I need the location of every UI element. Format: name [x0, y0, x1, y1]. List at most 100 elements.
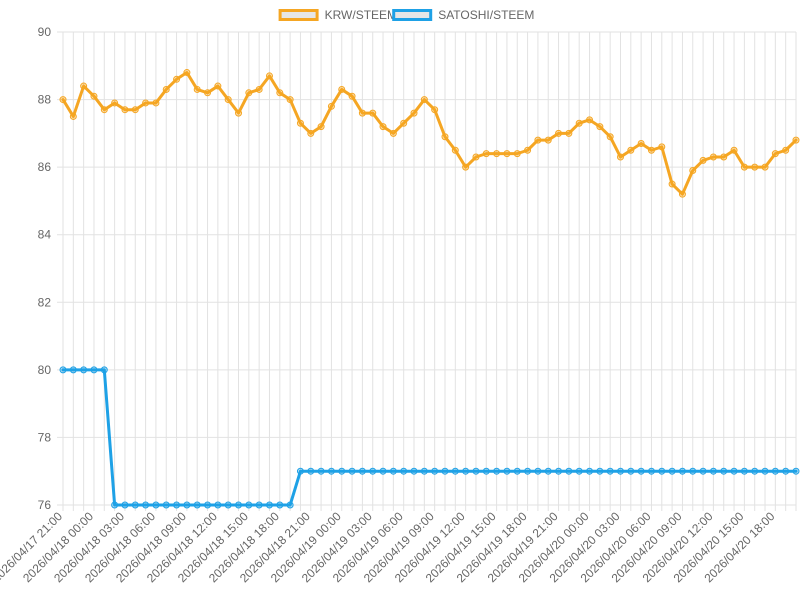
data-point-satoshi-steem: [493, 467, 501, 475]
data-point-satoshi-steem: [740, 467, 748, 475]
data-point-krw-steem: [503, 150, 511, 158]
y-tick-label: 80: [38, 363, 52, 377]
y-axis: 76 78 80 82 84 86 88 90: [38, 25, 52, 512]
data-point-satoshi-steem: [524, 467, 532, 475]
data-point-krw-steem: [720, 153, 728, 161]
data-point-satoshi-steem: [286, 501, 294, 509]
data-point-satoshi-steem: [90, 366, 98, 374]
data-point-satoshi-steem: [431, 467, 439, 475]
data-point-krw-steem: [627, 146, 635, 154]
data-point-satoshi-steem: [606, 467, 614, 475]
data-point-krw-steem: [389, 129, 397, 137]
data-point-krw-steem: [616, 153, 624, 161]
data-point-satoshi-steem: [224, 501, 232, 509]
data-point-krw-steem: [431, 106, 439, 114]
data-point-satoshi-steem: [307, 467, 315, 475]
data-point-satoshi-steem: [616, 467, 624, 475]
data-point-satoshi-steem: [338, 467, 346, 475]
data-point-krw-steem: [596, 123, 604, 131]
data-point-krw-steem: [709, 153, 717, 161]
data-point-krw-steem: [730, 146, 738, 154]
data-point-krw-steem: [348, 92, 356, 100]
data-point-krw-steem: [565, 129, 573, 137]
data-point-satoshi-steem: [235, 501, 243, 509]
data-point-satoshi-steem: [658, 467, 666, 475]
y-tick-label: 76: [38, 498, 52, 512]
data-point-krw-steem: [59, 96, 67, 104]
data-point-krw-steem: [792, 136, 800, 144]
data-point-satoshi-steem: [565, 467, 573, 475]
data-point-krw-steem: [317, 123, 325, 131]
data-point-krw-steem: [451, 146, 459, 154]
data-point-krw-steem: [286, 96, 294, 104]
data-point-krw-steem: [524, 146, 532, 154]
data-point-satoshi-steem: [586, 467, 594, 475]
data-point-satoshi-steem: [555, 467, 563, 475]
data-point-satoshi-steem: [771, 467, 779, 475]
data-point-krw-steem: [204, 89, 212, 97]
series-line-satoshi-steem: [61, 368, 798, 507]
data-point-krw-steem: [441, 133, 449, 141]
chart-legend: KRW/STEEM SATOSHI/STEEM: [278, 8, 534, 22]
data-point-satoshi-steem: [534, 467, 542, 475]
data-point-krw-steem: [338, 85, 346, 93]
data-point-satoshi-steem: [678, 467, 686, 475]
data-point-krw-steem: [606, 133, 614, 141]
legend-label: KRW/STEEM: [325, 8, 397, 22]
data-point-satoshi-steem: [183, 501, 191, 509]
data-point-satoshi-steem: [462, 467, 470, 475]
data-point-satoshi-steem: [761, 467, 769, 475]
data-point-satoshi-steem: [709, 467, 717, 475]
data-point-krw-steem: [482, 150, 490, 158]
legend-item-krw-steem: KRW/STEEM: [278, 8, 397, 22]
data-point-satoshi-steem: [173, 501, 181, 509]
data-point-satoshi-steem: [245, 501, 253, 509]
data-point-satoshi-steem: [100, 366, 108, 374]
data-point-krw-steem: [678, 190, 686, 198]
data-point-krw-steem: [214, 82, 222, 90]
data-point-krw-steem: [224, 96, 232, 104]
data-point-satoshi-steem: [358, 467, 366, 475]
data-point-satoshi-steem: [131, 501, 139, 509]
data-point-satoshi-steem: [389, 467, 397, 475]
data-point-satoshi-steem: [214, 501, 222, 509]
data-point-krw-steem: [689, 167, 697, 175]
data-point-satoshi-steem: [544, 467, 552, 475]
data-point-satoshi-steem: [689, 467, 697, 475]
data-point-satoshi-steem: [327, 467, 335, 475]
data-point-krw-steem: [162, 85, 170, 93]
data-point-krw-steem: [152, 99, 160, 107]
data-point-krw-steem: [771, 150, 779, 158]
data-point-krw-steem: [575, 119, 583, 127]
data-point-satoshi-steem: [255, 501, 263, 509]
data-point-satoshi-steem: [369, 467, 377, 475]
data-point-satoshi-steem: [121, 501, 129, 509]
data-point-krw-steem: [235, 109, 243, 117]
data-point-satoshi-steem: [276, 501, 284, 509]
data-point-satoshi-steem: [111, 501, 119, 509]
data-point-krw-steem: [193, 85, 201, 93]
y-tick-label: 88: [38, 93, 52, 107]
data-point-krw-steem: [327, 102, 335, 110]
data-point-krw-steem: [131, 106, 139, 114]
y-tick-label: 82: [38, 295, 52, 309]
data-point-satoshi-steem: [420, 467, 428, 475]
data-point-krw-steem: [751, 163, 759, 171]
data-point-krw-steem: [472, 153, 480, 161]
data-point-krw-steem: [462, 163, 470, 171]
data-point-krw-steem: [80, 82, 88, 90]
data-point-krw-steem: [111, 99, 119, 107]
data-point-krw-steem: [647, 146, 655, 154]
data-point-krw-steem: [255, 85, 263, 93]
legend-item-satoshi-steem: SATOSHI/STEEM: [392, 8, 534, 22]
series-satoshi-steem: [59, 366, 800, 509]
data-point-satoshi-steem: [441, 467, 449, 475]
data-point-satoshi-steem: [792, 467, 800, 475]
data-point-satoshi-steem: [482, 467, 490, 475]
data-point-satoshi-steem: [720, 467, 728, 475]
data-point-krw-steem: [513, 150, 521, 158]
data-point-satoshi-steem: [575, 467, 583, 475]
data-point-krw-steem: [782, 146, 790, 154]
chart-grid: [57, 31, 797, 511]
